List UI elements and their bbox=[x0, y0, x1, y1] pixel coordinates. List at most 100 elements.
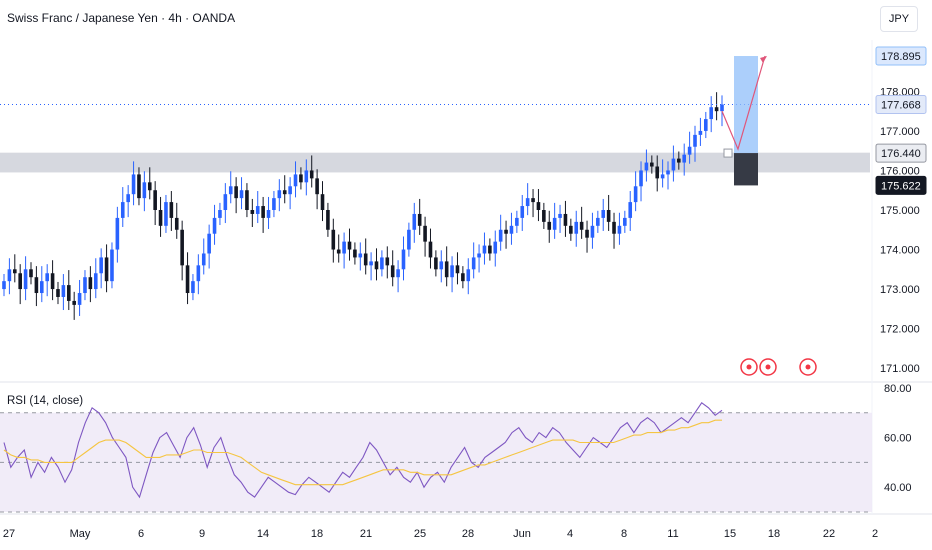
time-tick-label: 4 bbox=[567, 528, 573, 540]
candle-body bbox=[520, 206, 525, 218]
candle-body bbox=[407, 229, 411, 250]
candle-body bbox=[120, 202, 125, 218]
rsi-tick-label: 40.00 bbox=[884, 482, 912, 494]
candle-body bbox=[531, 198, 535, 203]
projection-arrow bbox=[721, 55, 766, 151]
candle-body bbox=[66, 285, 71, 301]
candle-body bbox=[239, 190, 244, 199]
candle-body bbox=[590, 225, 595, 238]
candle-body bbox=[234, 186, 238, 199]
candle-body bbox=[331, 229, 336, 250]
candle-body bbox=[110, 249, 114, 282]
candle-body bbox=[255, 206, 260, 214]
candle-body bbox=[709, 107, 714, 120]
candle-body bbox=[666, 170, 670, 175]
candle-body bbox=[606, 210, 611, 222]
price-tick-label: 176.000 bbox=[880, 165, 920, 177]
candle-body bbox=[39, 281, 44, 294]
candle-body bbox=[12, 269, 17, 274]
candle-body bbox=[104, 257, 109, 282]
candle-body bbox=[693, 134, 697, 147]
candle-body bbox=[131, 174, 136, 195]
time-tick-label: 6 bbox=[138, 528, 144, 540]
price-tick-label: 174.000 bbox=[880, 245, 920, 257]
candle-body bbox=[563, 213, 568, 226]
rsi-ma-line bbox=[3, 419, 722, 486]
candle-body bbox=[261, 206, 265, 218]
rsi-tick-label: 80.00 bbox=[884, 383, 912, 395]
candle-body bbox=[201, 253, 206, 266]
time-tick-label: 11 bbox=[667, 528, 678, 540]
candle-body bbox=[304, 170, 309, 183]
candle-body bbox=[633, 186, 638, 203]
candle-body bbox=[380, 257, 384, 270]
time-tick-label: 18 bbox=[311, 528, 323, 540]
candle-body bbox=[601, 210, 606, 218]
candle-body bbox=[320, 194, 325, 210]
rsi-line bbox=[3, 402, 723, 499]
candle-body bbox=[29, 269, 33, 278]
candle-body bbox=[299, 174, 303, 183]
time-tick-label: May bbox=[70, 528, 91, 540]
price-label-box bbox=[875, 46, 927, 66]
candle-body bbox=[158, 210, 163, 226]
candle-body bbox=[99, 257, 103, 274]
entry-handle bbox=[723, 148, 733, 158]
target-zone bbox=[734, 56, 758, 154]
event-marker-dot bbox=[805, 364, 811, 370]
candle-body bbox=[23, 269, 28, 290]
stop-zone bbox=[734, 153, 758, 186]
candle-body bbox=[272, 198, 276, 210]
time-tick-label: 8 bbox=[621, 528, 627, 540]
rsi-tick-label: 60.00 bbox=[884, 433, 912, 445]
price-tick-label: 175.000 bbox=[880, 205, 920, 217]
candle-body bbox=[288, 186, 292, 195]
candle-body bbox=[315, 178, 319, 195]
candle-body bbox=[428, 241, 433, 258]
event-marker-dot bbox=[765, 364, 771, 370]
candle-body bbox=[126, 194, 130, 203]
candle-body bbox=[401, 249, 406, 270]
time-tick-label: Jun bbox=[513, 528, 531, 540]
candle-body bbox=[93, 273, 98, 290]
candle-body bbox=[439, 261, 444, 270]
event-marker-dot bbox=[746, 364, 752, 370]
support-zone bbox=[0, 152, 870, 173]
price-label: 177.668 bbox=[881, 100, 921, 112]
time-tick-label: 28 bbox=[462, 528, 474, 540]
candle-body bbox=[169, 202, 174, 218]
candle-body bbox=[574, 221, 579, 234]
candle-body bbox=[115, 217, 120, 250]
candle-body bbox=[385, 257, 390, 266]
currency-selector[interactable]: JPY bbox=[880, 6, 918, 32]
candle-body bbox=[250, 210, 255, 214]
candle-body bbox=[417, 213, 422, 226]
candle-body bbox=[558, 213, 562, 218]
candle-body bbox=[153, 190, 157, 210]
candle-body bbox=[585, 229, 589, 238]
candle-body bbox=[293, 174, 298, 187]
candle-body bbox=[569, 225, 573, 234]
candle-body bbox=[218, 210, 222, 218]
candle-body bbox=[714, 107, 719, 112]
candle-body bbox=[412, 213, 417, 230]
candle-body bbox=[623, 217, 627, 226]
time-tick-label: 15 bbox=[724, 528, 736, 540]
candle-body bbox=[77, 293, 82, 305]
candle-body bbox=[698, 130, 703, 135]
candle-body bbox=[18, 273, 22, 290]
price-label-box bbox=[875, 143, 927, 163]
candle-body bbox=[353, 249, 357, 258]
time-tick-label: 21 bbox=[360, 528, 372, 540]
candle-body bbox=[174, 217, 179, 230]
candle-body bbox=[612, 221, 616, 234]
candle-body bbox=[482, 245, 487, 254]
price-tick-label: 177.000 bbox=[880, 126, 920, 138]
candle-body bbox=[515, 217, 519, 226]
candle-body bbox=[677, 158, 681, 163]
candle-body bbox=[450, 265, 454, 278]
candle-body bbox=[83, 277, 87, 294]
candle-body bbox=[655, 166, 660, 179]
candle-body bbox=[466, 269, 471, 282]
